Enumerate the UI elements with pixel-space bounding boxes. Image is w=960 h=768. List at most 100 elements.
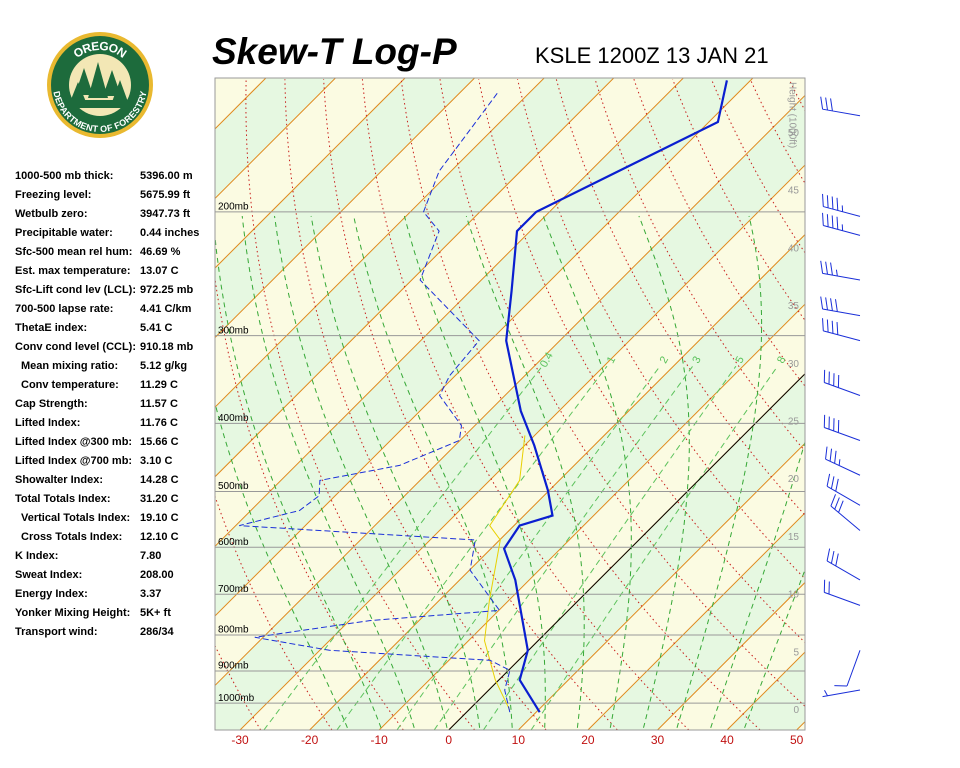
y2-tick-label: 45: [788, 186, 800, 197]
moist-adiabat: [310, 215, 481, 728]
dry-adiabat: [478, 79, 805, 644]
moist-adiabat: [353, 215, 513, 728]
mixing-ratio-label: 5: [733, 354, 746, 365]
index-label: Lifted Index:: [15, 417, 80, 429]
x-tick-label: 40: [720, 733, 734, 747]
index-label: Est. max temperature:: [15, 265, 131, 277]
index-label: Sweat Index:: [15, 569, 82, 581]
x-tick-label: 50: [790, 733, 804, 747]
wind-barb: [822, 689, 861, 698]
y2-tick-label: 35: [788, 301, 800, 312]
index-label: Cross Totals Index:: [21, 531, 122, 543]
temp-band: [215, 78, 805, 686]
index-value: 11.29 C: [140, 379, 178, 391]
wind-barbs: [820, 96, 861, 698]
wind-barb: [823, 579, 861, 606]
isotherm: [239, 164, 805, 730]
y2-tick-label: 15: [788, 532, 800, 543]
dry-adiabat: [400, 79, 761, 730]
plot-area: [215, 78, 960, 730]
index-label: Mean mixing ratio:: [21, 360, 118, 372]
index-value: 11.76 C: [140, 417, 178, 429]
isotherm: [517, 442, 805, 730]
isotherm: [215, 78, 754, 617]
dry-adiabat: [245, 79, 476, 730]
isotherm: [866, 78, 960, 730]
x-tick-label: -20: [301, 733, 319, 747]
index-label: 700-500 lapse rate:: [15, 303, 113, 315]
mixing-ratio-line: [396, 365, 661, 730]
index-label: Showalter Index:: [15, 474, 103, 486]
isotherm: [657, 581, 805, 730]
index-value: 5.12 g/kg: [140, 360, 187, 372]
logo-top-text: OREGON: [71, 39, 129, 61]
dry-adiabat: [517, 79, 805, 580]
index-value: 3.10 C: [140, 455, 172, 467]
index-label: Lifted Index @700 mb:: [15, 455, 132, 467]
index-value: 13.07 C: [140, 265, 179, 277]
wind-barb: [823, 369, 861, 396]
dry-adiabat: [439, 79, 805, 707]
wind-barb: [834, 650, 861, 687]
dry-adiabat: [633, 79, 805, 387]
y-tick-label: 300mb: [218, 325, 249, 336]
index-label: Transport wind:: [15, 626, 98, 638]
logo-top: OREGON: [71, 39, 129, 61]
index-label: Conv temperature:: [21, 379, 119, 391]
mixing-ratio-label: 2: [658, 354, 671, 365]
index-value: 4.41 C/km: [140, 303, 192, 315]
isotherm: [215, 78, 475, 339]
wind-barb: [822, 212, 861, 236]
moist-adiabat: [465, 215, 585, 728]
indices: 1000-500 mb thick: 5396.00 m Freezing leve…: [15, 170, 199, 638]
x-tick-label: -30: [231, 733, 249, 747]
index-value: 14.28 C: [140, 474, 179, 486]
isotherm: [796, 720, 805, 730]
moist-adiabat: [676, 215, 763, 728]
index-value: 5396.00 m: [140, 170, 193, 182]
x-tick-label: -10: [371, 733, 389, 747]
wind-barb: [826, 548, 861, 581]
y-tick-label: 900mb: [218, 661, 249, 672]
y-tick-label: 700mb: [218, 584, 249, 595]
wind-barb: [820, 96, 861, 117]
index-label: Conv cond level (CCL):: [15, 341, 136, 353]
isotherm: [215, 94, 805, 687]
moist-adiabat: [744, 568, 805, 728]
dry-adiabat: [788, 78, 805, 112]
index-label: K Index:: [15, 550, 58, 562]
isotherm: [378, 303, 805, 730]
y2-tick-label: 30: [788, 359, 800, 370]
index-value: 5K+ ft: [140, 607, 171, 619]
y-tick-label: 1000mb: [218, 693, 255, 704]
dry-adiabat: [905, 79, 960, 730]
y2-axis-label: Height (1000ft): [786, 82, 797, 148]
index-label: Total Totals Index:: [15, 493, 111, 505]
dry-adiabat: [867, 79, 960, 730]
index-value: 5675.99 ft: [140, 189, 190, 201]
index-label: ThetaE index:: [15, 322, 87, 334]
wind-barb: [822, 193, 861, 217]
temp-band: [796, 721, 805, 730]
moist-adiabat: [215, 401, 348, 728]
isotherm: [215, 78, 336, 200]
mixing-ratio-line: [530, 365, 779, 730]
index-value: 208.00: [140, 569, 174, 581]
index-value: 3947.73 ft: [140, 208, 190, 220]
index-label: Wetbulb zero:: [15, 208, 88, 220]
wind-barb: [825, 446, 861, 476]
mixing-ratio-label: 8: [775, 354, 788, 365]
index-value: 3.37: [140, 588, 161, 600]
y2-tick-label: 25: [788, 417, 800, 428]
index-label: Sfc-Lift cond lev (LCL):: [15, 284, 136, 296]
y2-tick-label: 5: [793, 647, 799, 658]
isotherm: [215, 78, 615, 478]
y2-tick-label: 0: [793, 705, 799, 716]
dry-adiabat: [828, 79, 960, 730]
y2-tick-label: 40: [788, 243, 800, 254]
index-label: Lifted Index @300 mb:: [15, 436, 132, 448]
index-value: 972.25 mb: [140, 284, 193, 296]
y2-tick-label: 10: [788, 590, 800, 601]
y-tick-label: 500mb: [218, 481, 249, 492]
y-tick-label: 400mb: [218, 413, 249, 424]
